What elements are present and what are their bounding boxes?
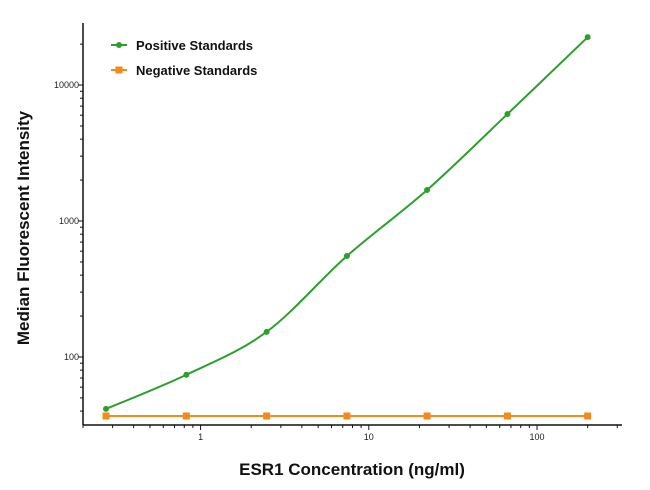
positive-standards-point bbox=[183, 371, 190, 378]
positive-standards-point bbox=[263, 328, 270, 335]
positive-standards-point bbox=[343, 252, 350, 259]
ticks: 1 10 100 100 1000 10000 bbox=[54, 43, 618, 442]
negative-standards-point bbox=[263, 412, 271, 420]
x-tick-label: 1 bbox=[198, 432, 203, 442]
y-axis-title: Median Fluorescent Intensity bbox=[14, 110, 33, 345]
y-tick-label: 1000 bbox=[59, 216, 79, 226]
negative-standards-point bbox=[584, 412, 592, 420]
negative-standards-point bbox=[182, 412, 190, 420]
positive-standards-point bbox=[504, 111, 511, 118]
x-axis-title: ESR1 Concentration (ng/ml) bbox=[239, 460, 465, 479]
negative-standards-point bbox=[503, 412, 511, 420]
legend: Positive Standards Negative Standards bbox=[111, 38, 257, 78]
axes bbox=[82, 23, 622, 426]
positive-standards-point bbox=[102, 405, 109, 412]
series bbox=[102, 34, 592, 420]
x-tick-label: 100 bbox=[530, 432, 545, 442]
negative-standards-point bbox=[343, 412, 351, 420]
legend-positive-standards-label: Positive Standards bbox=[136, 38, 253, 53]
positive-standards-line bbox=[105, 36, 589, 410]
positive-standards-point bbox=[584, 34, 591, 41]
legend-positive-standards-marker bbox=[116, 42, 122, 48]
legend-negative-standards-marker bbox=[115, 66, 123, 74]
y-tick-label: 10000 bbox=[54, 80, 79, 90]
legend-negative-standards-label: Negative Standards bbox=[136, 63, 257, 78]
x-tick-label: 10 bbox=[364, 432, 374, 442]
negative-standards-point bbox=[423, 412, 431, 420]
negative-standards-point bbox=[102, 412, 110, 420]
y-tick-label: 100 bbox=[64, 352, 79, 362]
positive-standards-point bbox=[424, 187, 431, 194]
